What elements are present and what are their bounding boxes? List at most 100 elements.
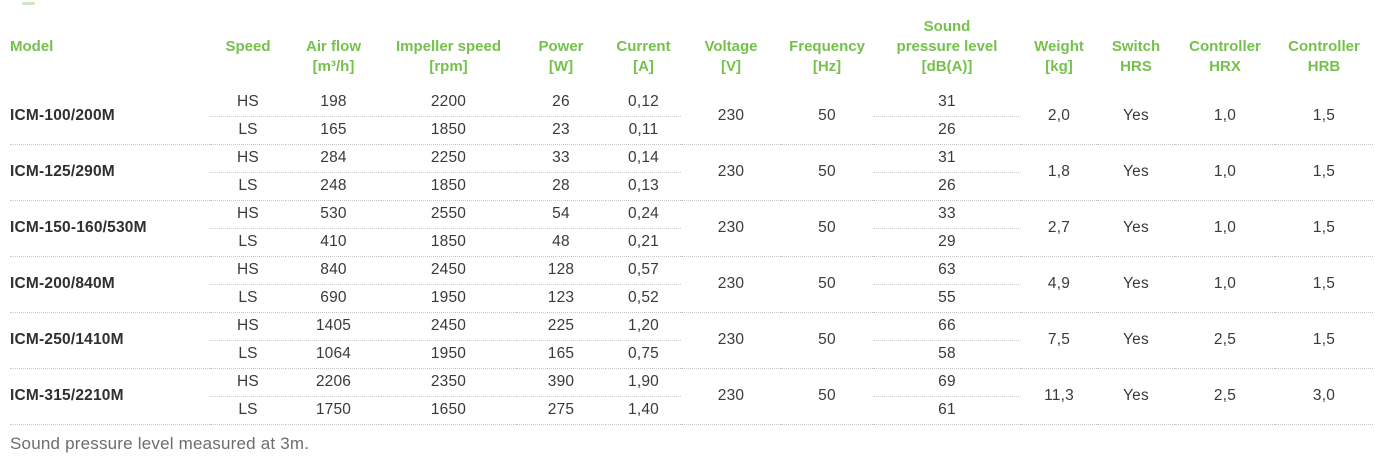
power-cell: 123 [547, 289, 575, 306]
switch-hrs-cell: Yes [1123, 275, 1149, 292]
table-row: ICM-150-160/530M HS 530 2550 54 0,24 230… [10, 200, 1373, 236]
impeller-speed-cell: 2200 [381, 88, 516, 117]
weight-cell: 1,8 [1047, 163, 1071, 180]
frequency-cell: 50 [818, 106, 836, 124]
air-flow-cell: 410 [320, 233, 347, 250]
weight-cell: 2,7 [1047, 219, 1071, 236]
model-group: ICM-125/290M HS 284 2250 33 0,14 230 50 … [10, 144, 1373, 200]
controller-hrb-cell: 1,5 [1312, 219, 1336, 236]
weight-cell: 2,0 [1047, 106, 1071, 124]
frequency-cell: 50 [818, 387, 836, 404]
table-row: LS 165 1850 23 0,11 26 [10, 116, 1373, 144]
sound-pressure-cell: 29 [938, 233, 956, 250]
voltage-cell: 230 [717, 387, 745, 404]
air-flow-cell: 1750 [315, 401, 352, 418]
controller-hrx-cell: 2,5 [1213, 387, 1237, 404]
column-header-controller-hrx: Controller HRX [1189, 38, 1261, 75]
speed-cell: LS [238, 289, 258, 306]
power-cell: 54 [516, 200, 606, 229]
air-flow-cell: 1405 [286, 312, 381, 341]
air-flow-cell: 284 [286, 144, 381, 173]
air-flow-cell: 2206 [286, 368, 381, 397]
current-cell: 0,14 [606, 144, 681, 173]
switch-hrs-cell: Yes [1123, 331, 1149, 348]
controller-hrb-cell: 1,5 [1312, 106, 1336, 124]
power-cell: 26 [516, 88, 606, 117]
controller-hrx-cell: 1,0 [1213, 219, 1237, 236]
current-cell: 1,40 [628, 401, 659, 418]
speed-cell: LS [238, 345, 258, 362]
sound-pressure-cell: 66 [873, 312, 1021, 341]
power-cell: 23 [552, 121, 570, 138]
air-flow-cell: 198 [286, 88, 381, 117]
controller-hrx-cell: 1,0 [1213, 106, 1237, 124]
air-flow-cell: 840 [286, 256, 381, 285]
model-name: ICM-125/290M [10, 163, 115, 180]
voltage-cell: 230 [717, 219, 745, 236]
current-cell: 0,52 [628, 289, 659, 306]
air-flow-cell: 690 [320, 289, 347, 306]
current-cell: 1,20 [606, 312, 681, 341]
controller-hrx-cell: 2,5 [1213, 331, 1237, 348]
power-cell: 225 [516, 312, 606, 341]
frequency-cell: 50 [818, 275, 836, 292]
table-row: ICM-200/840M HS 840 2450 128 0,57 230 50… [10, 256, 1373, 292]
column-header-switch-hrs: Switch HRS [1111, 38, 1161, 75]
speed-cell: LS [238, 233, 258, 250]
controller-hrb-cell: 1,5 [1312, 275, 1336, 292]
controller-hrb-cell: 1,5 [1312, 331, 1336, 348]
cropped-text-fragment [22, 2, 35, 5]
model-name: ICM-200/840M [10, 275, 115, 292]
voltage-cell: 230 [717, 331, 745, 348]
model-group: ICM-150-160/530M HS 530 2550 54 0,24 230… [10, 200, 1373, 256]
speed-cell: LS [238, 121, 258, 138]
column-header-impeller-speed: Impeller speed [rpm] [395, 38, 502, 75]
column-header-air-flow: Air flow [m³/h] [306, 38, 361, 75]
sound-pressure-cell: 33 [873, 200, 1021, 229]
power-cell: 48 [552, 233, 570, 250]
column-header-current: Current [A] [616, 38, 671, 75]
switch-hrs-cell: Yes [1123, 387, 1149, 404]
impeller-speed-cell: 2550 [381, 200, 516, 229]
table-row: ICM-250/1410M HS 1405 2450 225 1,20 230 … [10, 312, 1373, 348]
controller-hrx-cell: 1,0 [1213, 163, 1237, 180]
power-cell: 165 [547, 345, 575, 362]
weight-cell: 4,9 [1047, 275, 1071, 292]
current-cell: 1,90 [606, 368, 681, 397]
table-row: LS 1750 1650 275 1,40 61 [10, 396, 1373, 424]
speed-cell: LS [238, 177, 258, 194]
air-flow-cell: 248 [320, 177, 347, 194]
weight-cell: 7,5 [1047, 331, 1071, 348]
table-row: LS 1064 1950 165 0,75 58 [10, 340, 1373, 368]
air-flow-cell: 165 [320, 121, 347, 138]
column-header-frequency: Frequency [Hz] [789, 38, 865, 75]
column-header-sound-pressure-level: Sound pressure level [dB(A)] [896, 18, 998, 75]
sound-pressure-cell: 31 [873, 144, 1021, 173]
frequency-cell: 50 [818, 219, 836, 236]
model-name: ICM-315/2210M [10, 387, 124, 404]
air-flow-cell: 530 [286, 200, 381, 229]
speed-cell: HS [210, 312, 286, 341]
model-group: ICM-200/840M HS 840 2450 128 0,57 230 50… [10, 256, 1373, 312]
impeller-speed-cell: 2350 [381, 368, 516, 397]
impeller-speed-cell: 1950 [430, 289, 467, 306]
impeller-speed-cell: 1850 [430, 177, 467, 194]
sound-pressure-cell: 26 [938, 177, 956, 194]
speed-cell: HS [210, 368, 286, 397]
model-group: ICM-100/200M HS 198 2200 26 0,12 230 50 … [10, 88, 1373, 144]
impeller-speed-cell: 2450 [381, 312, 516, 341]
current-cell: 0,75 [628, 345, 659, 362]
power-cell: 33 [516, 144, 606, 173]
frequency-cell: 50 [818, 163, 836, 180]
controller-hrx-cell: 1,0 [1213, 275, 1237, 292]
power-cell: 28 [552, 177, 570, 194]
power-cell: 128 [516, 256, 606, 285]
current-cell: 0,12 [606, 88, 681, 117]
current-cell: 0,21 [628, 233, 659, 250]
column-header-power: Power [W] [538, 38, 584, 75]
power-cell: 390 [516, 368, 606, 397]
sound-pressure-cell: 31 [873, 88, 1021, 117]
table-row: ICM-315/2210M HS 2206 2350 390 1,90 230 … [10, 368, 1373, 404]
weight-cell: 11,3 [1044, 387, 1074, 404]
table-row: LS 690 1950 123 0,52 55 [10, 284, 1373, 312]
